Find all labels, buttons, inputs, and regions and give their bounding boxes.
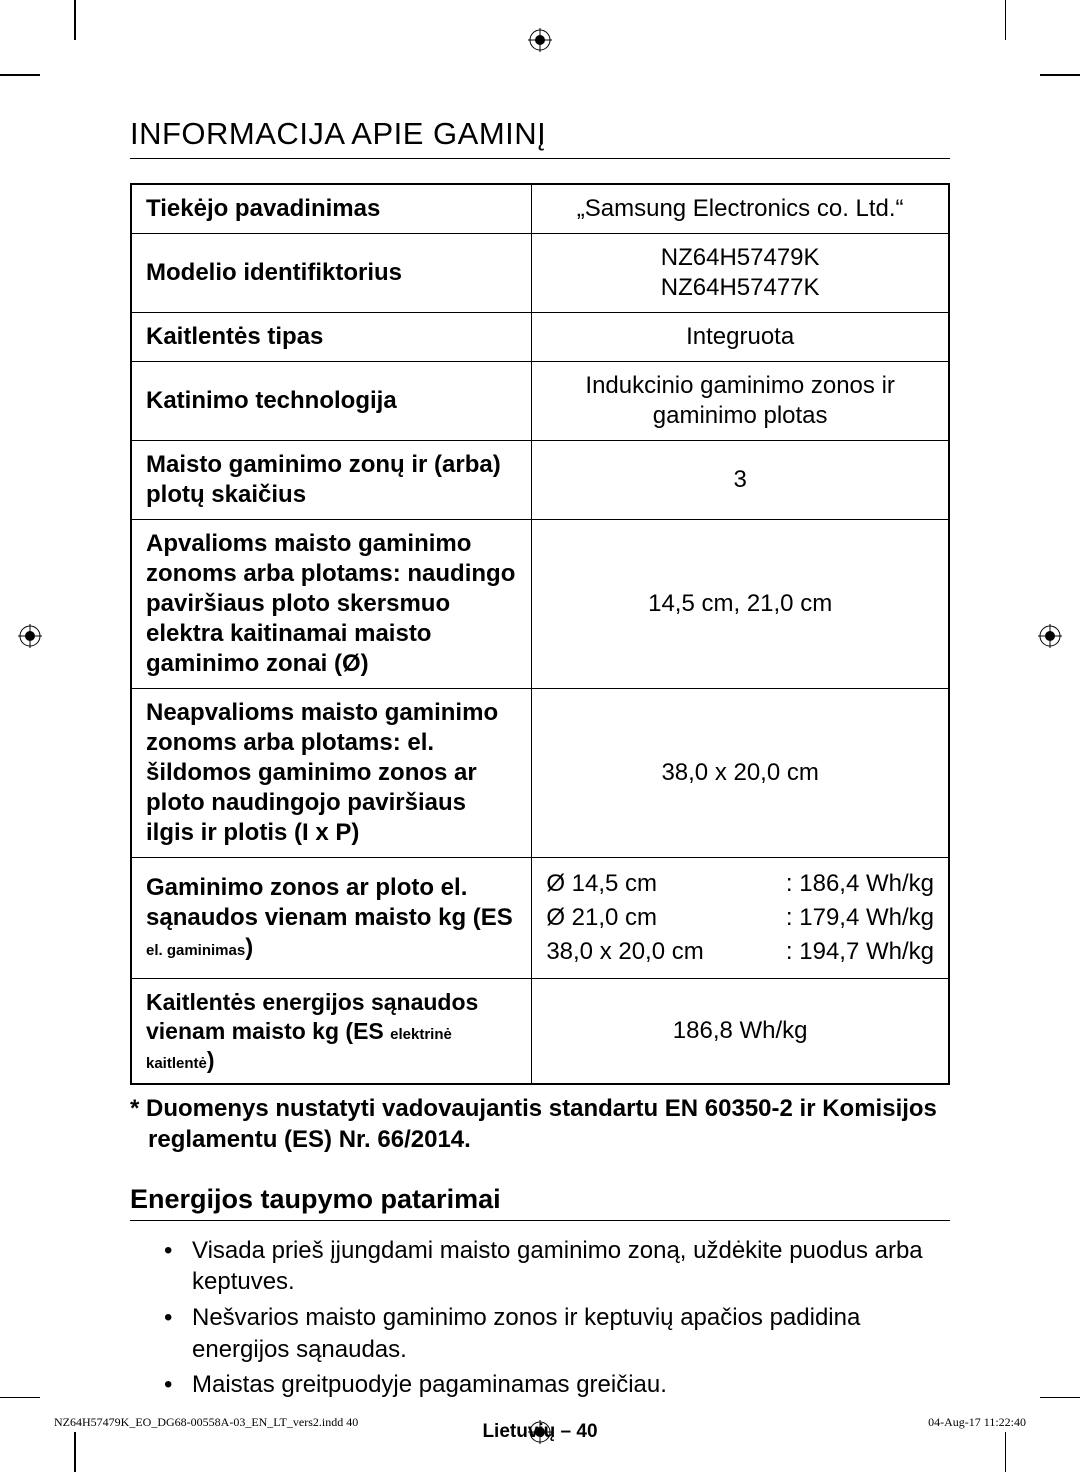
value-total-energy: 186,8 Wh/kg [532, 979, 949, 1085]
list-item: Maistas greitpuodyje pagaminamas greičia… [192, 1369, 950, 1401]
registration-mark-icon [528, 28, 552, 52]
label-energy-per-zone: Gaminimo zonos ar ploto el. sąnaudos vie… [131, 858, 532, 979]
energy-zone-value: : 186,4 Wh/kg [786, 869, 934, 899]
table-row: Katinimo technologija Indukcinio gaminim… [131, 362, 949, 441]
crop-mark [1005, 0, 1007, 40]
list-item: Visada prieš įjungdami maisto gaminimo z… [192, 1235, 950, 1298]
table-row: Maisto gaminimo zonų ir (arba) plotų ska… [131, 441, 949, 520]
label-supplier: Tiekėjo pavadinimas [131, 184, 532, 234]
value-hob-type: Integruota [532, 313, 949, 362]
table-row: Kaitlentės energijos sąnaudos vienam mai… [131, 979, 949, 1085]
value-circular-zones: 14,5 cm, 21,0 cm [532, 520, 949, 689]
energy-zone-size: Ø 21,0 cm [546, 903, 657, 933]
crop-mark [1005, 1432, 1007, 1472]
label-hob-type: Kaitlentės tipas [131, 313, 532, 362]
section-heading: Energijos taupymo patarimai [130, 1184, 950, 1221]
page-content: INFORMACIJA APIE GAMINĮ Tiekėjo pavadini… [130, 116, 950, 1443]
label-text: ) [207, 1047, 215, 1073]
crop-mark [1040, 1397, 1080, 1399]
table-row: Modelio identifiktorius NZ64H57479K NZ64… [131, 234, 949, 313]
doc-footer-filename: NZ64H57479K_EO_DG68-00558A-03_EN_LT_vers… [54, 1415, 358, 1430]
crop-mark [0, 74, 40, 76]
energy-zone-value: : 179,4 Wh/kg [786, 903, 934, 933]
label-text: Gaminimo zonos ar ploto el. sąnaudos vie… [146, 874, 513, 931]
crop-mark [1040, 74, 1080, 76]
label-model: Modelio identifiktorius [131, 234, 532, 313]
label-total-energy: Kaitlentės energijos sąnaudos vienam mai… [131, 979, 532, 1085]
energy-row: 38,0 x 20,0 cm : 194,7 Wh/kg [546, 935, 934, 969]
value-heating-tech: Indukcinio gaminimo zonos ir gaminimo pl… [532, 362, 949, 441]
label-subscript: el. gaminimas [146, 942, 245, 959]
value-model: NZ64H57479K NZ64H57477K [532, 234, 949, 313]
value-noncircular-zones: 38,0 x 20,0 cm [532, 689, 949, 858]
table-row: Apvalioms maisto gaminimo zonoms arba pl… [131, 520, 949, 689]
registration-mark-icon [1038, 624, 1062, 648]
doc-footer-timestamp: 04-Aug-17 11:22:40 [928, 1415, 1026, 1430]
energy-row: Ø 21,0 cm : 179,4 Wh/kg [546, 901, 934, 935]
energy-zone-size: Ø 14,5 cm [546, 869, 657, 899]
document-footer: NZ64H57479K_EO_DG68-00558A-03_EN_LT_vers… [54, 1415, 1026, 1430]
list-item: Nešvarios maisto gaminimo zonos ir keptu… [192, 1302, 950, 1365]
crop-mark [0, 1397, 40, 1399]
energy-zone-size: 38,0 x 20,0 cm [546, 937, 703, 967]
label-noncircular-zones: Neapvalioms maisto gaminimo zonoms arba … [131, 689, 532, 858]
registration-mark-icon [18, 624, 42, 648]
value-supplier: „Samsung Electronics co. Ltd.“ [532, 184, 949, 234]
label-text: ) [245, 934, 253, 961]
tips-list: Visada prieš įjungdami maisto gaminimo z… [130, 1235, 950, 1401]
table-row: Neapvalioms maisto gaminimo zonoms arba … [131, 689, 949, 858]
footnote: * Duomenys nustatyti vadovaujantis stand… [130, 1093, 950, 1155]
energy-row: Ø 14,5 cm : 186,4 Wh/kg [546, 867, 934, 901]
value-zones-count: 3 [532, 441, 949, 520]
table-row: Tiekėjo pavadinimas „Samsung Electronics… [131, 184, 949, 234]
label-zones-count: Maisto gaminimo zonų ir (arba) plotų ska… [131, 441, 532, 520]
table-row: Gaminimo zonos ar ploto el. sąnaudos vie… [131, 858, 949, 979]
crop-mark [74, 0, 76, 40]
value-energy-per-zone: Ø 14,5 cm : 186,4 Wh/kg Ø 21,0 cm : 179,… [532, 858, 949, 979]
label-heating-tech: Katinimo technologija [131, 362, 532, 441]
product-info-table: Tiekėjo pavadinimas „Samsung Electronics… [130, 183, 950, 1085]
label-circular-zones: Apvalioms maisto gaminimo zonoms arba pl… [131, 520, 532, 689]
page-title: INFORMACIJA APIE GAMINĮ [130, 116, 950, 159]
energy-zone-value: : 194,7 Wh/kg [786, 937, 934, 967]
table-row: Kaitlentės tipas Integruota [131, 313, 949, 362]
crop-mark [74, 1432, 76, 1472]
